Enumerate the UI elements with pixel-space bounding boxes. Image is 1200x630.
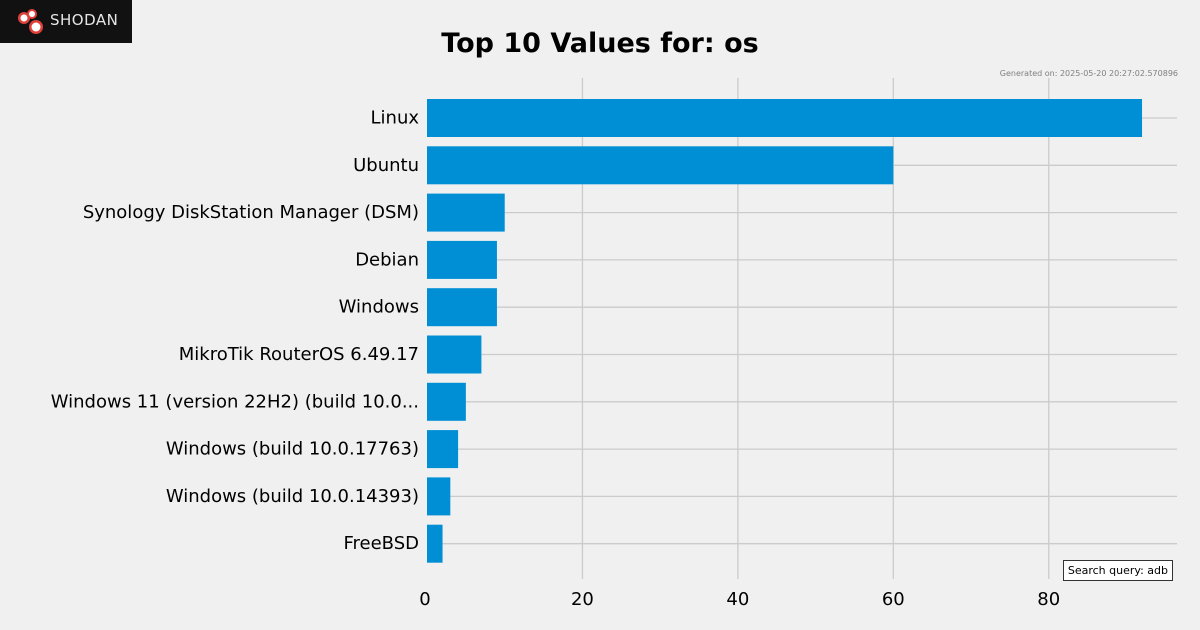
search-query-box: Search query: adb (1062, 560, 1173, 581)
category-label: Debian (355, 249, 419, 270)
category-label: Ubuntu (353, 155, 419, 176)
bar (427, 382, 466, 421)
bar (427, 99, 1143, 137)
bar (427, 335, 482, 374)
x-tick-label: 80 (1037, 589, 1060, 610)
category-labels: Linux Ubuntu Synology DiskStation Manager … (51, 108, 420, 555)
category-label: MikroTik RouterOS 6.49.17 (179, 344, 419, 365)
bars (427, 99, 1143, 563)
category-label: Linux (371, 108, 420, 129)
category-label: Windows (build 10.0.17763) (166, 439, 419, 460)
category-label: Synology DiskStation Manager (DSM) (83, 202, 419, 223)
category-label: Windows (build 10.0.14393) (166, 486, 419, 507)
x-tick-labels: 0 20 40 60 80 (419, 589, 1060, 610)
shodan-logo[interactable]: SHODAN (0, 0, 132, 43)
bar (427, 288, 497, 327)
bar (427, 524, 443, 563)
bar (427, 430, 459, 469)
shodan-logo-icon (18, 9, 43, 34)
category-label: Windows (339, 297, 419, 318)
chart-title: Top 10 Values for: os (441, 28, 759, 59)
x-tick-label: 0 (419, 589, 430, 610)
bar (427, 193, 505, 232)
x-tick-label: 60 (882, 589, 905, 610)
generated-timestamp: Generated on: 2025-05-20 20:27:02.570896 (999, 69, 1178, 78)
category-label: Windows 11 (version 22H2) (build 10.0... (51, 391, 419, 412)
x-tick-label: 40 (726, 589, 749, 610)
logo-text: SHODAN (50, 11, 119, 29)
bar (427, 477, 451, 516)
bar (427, 146, 894, 185)
bar (427, 240, 497, 279)
category-label: FreeBSD (343, 533, 419, 554)
x-tick-label: 20 (571, 589, 594, 610)
